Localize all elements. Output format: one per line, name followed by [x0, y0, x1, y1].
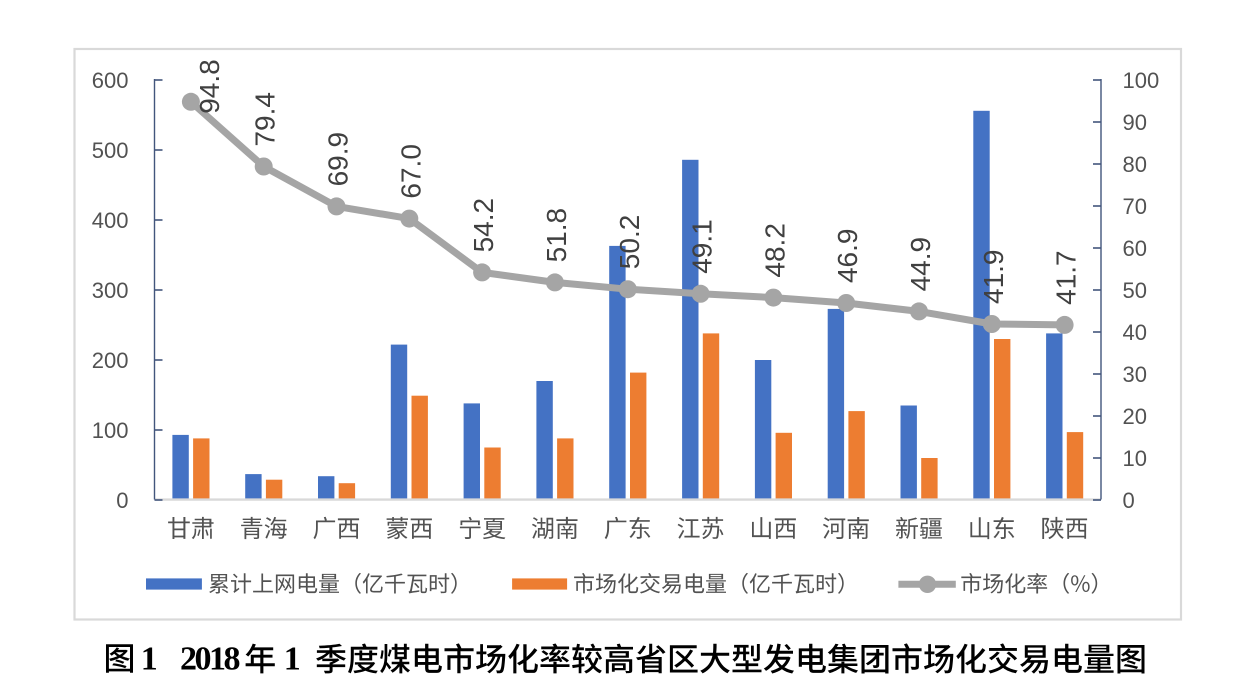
svg-text:200: 200 — [92, 348, 129, 373]
svg-text:30: 30 — [1123, 362, 1147, 387]
svg-text:48.2: 48.2 — [759, 223, 790, 278]
svg-text:1: 1 — [141, 640, 158, 677]
svg-text:10: 10 — [1123, 446, 1147, 471]
svg-text:70: 70 — [1123, 194, 1147, 219]
svg-text:60: 60 — [1123, 236, 1147, 261]
svg-text:400: 400 — [92, 208, 129, 233]
svg-text:20: 20 — [1123, 404, 1147, 429]
svg-text:2018: 2018 — [180, 640, 240, 677]
svg-text:50: 50 — [1123, 278, 1147, 303]
svg-text:40: 40 — [1123, 320, 1147, 345]
svg-text:41.9: 41.9 — [978, 249, 1009, 304]
svg-text:54.2: 54.2 — [468, 198, 499, 252]
svg-text:100: 100 — [1123, 68, 1160, 93]
svg-text:80: 80 — [1123, 152, 1147, 177]
svg-text:600: 600 — [92, 68, 129, 93]
svg-text:69.9: 69.9 — [323, 132, 354, 187]
svg-text:1: 1 — [284, 640, 301, 677]
svg-text:94.8: 94.8 — [194, 59, 225, 114]
svg-text:51.8: 51.8 — [541, 208, 572, 263]
svg-text:90: 90 — [1123, 110, 1147, 135]
svg-text:0: 0 — [1123, 488, 1135, 513]
svg-text:49.1: 49.1 — [687, 219, 718, 274]
svg-text:46.9: 46.9 — [832, 229, 863, 284]
svg-text:300: 300 — [92, 278, 129, 303]
svg-text:100: 100 — [92, 418, 129, 443]
svg-text:41.7: 41.7 — [1051, 250, 1082, 305]
svg-text:500: 500 — [92, 138, 129, 163]
svg-text:44.9: 44.9 — [905, 237, 936, 292]
svg-text:67.0: 67.0 — [395, 144, 426, 199]
svg-text:50.2: 50.2 — [614, 215, 645, 270]
svg-text:0: 0 — [116, 488, 128, 513]
svg-text:79.4: 79.4 — [250, 92, 281, 147]
